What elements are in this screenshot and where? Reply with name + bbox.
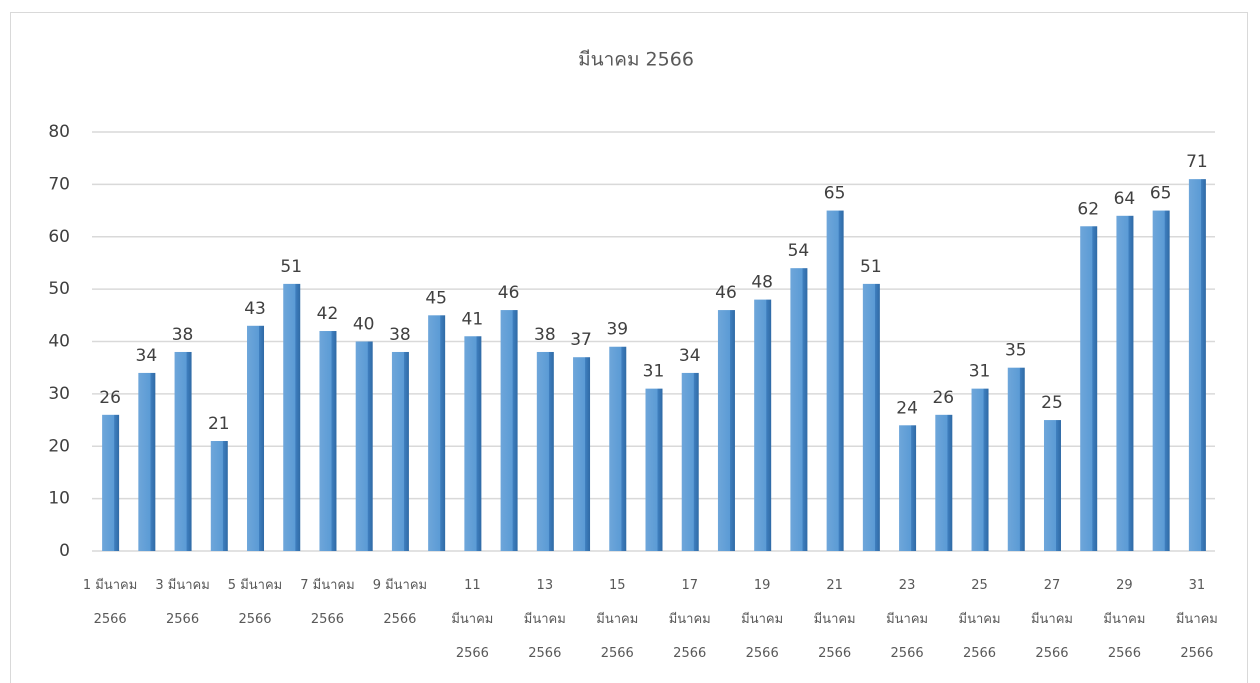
value-label: 54 xyxy=(788,241,810,261)
bar xyxy=(971,388,989,551)
x-tick-label: 31 มีนาคม 2566 xyxy=(1176,578,1218,661)
bar xyxy=(174,351,192,551)
value-label: 42 xyxy=(317,304,339,324)
bar xyxy=(717,310,735,551)
bar xyxy=(935,414,953,551)
x-tick-label: 25 มีนาคม 2566 xyxy=(959,578,1001,661)
bar xyxy=(355,341,373,551)
y-tick-label: 60 xyxy=(48,227,70,247)
y-tick-label: 70 xyxy=(48,174,70,194)
y-tick-label: 80 xyxy=(48,122,70,142)
bar xyxy=(862,283,880,551)
chart-title: มีนาคม 2566 xyxy=(578,49,694,71)
bar xyxy=(1152,210,1170,551)
value-label: 65 xyxy=(824,184,846,204)
bar xyxy=(609,346,627,551)
value-label: 24 xyxy=(896,398,918,418)
x-tick-label: 15 มีนาคม 2566 xyxy=(596,578,638,661)
bar xyxy=(1007,367,1025,551)
bar xyxy=(1188,179,1206,551)
bar xyxy=(138,372,156,551)
y-tick-label: 50 xyxy=(48,279,70,299)
x-tick-label: 17 มีนาคม 2566 xyxy=(669,578,711,661)
value-label: 43 xyxy=(244,299,266,319)
bar xyxy=(1116,215,1134,552)
bar xyxy=(283,283,301,551)
value-label: 35 xyxy=(1005,341,1027,361)
value-label: 45 xyxy=(425,288,447,308)
value-label: 71 xyxy=(1186,152,1208,172)
value-label: 31 xyxy=(969,362,991,382)
y-tick-label: 20 xyxy=(48,436,70,456)
value-label: 21 xyxy=(208,414,230,434)
x-tick-label: 19 มีนาคม 2566 xyxy=(741,578,783,661)
bar xyxy=(573,357,591,551)
y-tick-label: 10 xyxy=(48,489,70,509)
x-tick-label: 27 มีนาคม 2566 xyxy=(1031,578,1073,661)
x-tick-label: 11 มีนาคม 2566 xyxy=(451,578,493,661)
bar xyxy=(210,441,228,551)
value-label: 48 xyxy=(751,273,773,293)
bar xyxy=(102,414,120,551)
bar xyxy=(899,425,917,551)
bar xyxy=(790,268,808,551)
value-label: 34 xyxy=(136,346,158,366)
value-label: 62 xyxy=(1077,199,1099,219)
x-tick-label: 21 มีนาคม 2566 xyxy=(814,578,856,661)
value-label: 65 xyxy=(1150,184,1172,204)
value-label: 51 xyxy=(860,257,882,277)
value-label: 34 xyxy=(679,346,701,366)
value-label: 25 xyxy=(1041,393,1063,413)
bar xyxy=(319,331,337,551)
value-label: 51 xyxy=(280,257,302,277)
value-label: 38 xyxy=(172,325,194,345)
value-label: 46 xyxy=(498,283,520,303)
bar xyxy=(1043,420,1061,551)
value-label: 40 xyxy=(353,315,375,335)
bar xyxy=(247,325,265,551)
bar xyxy=(536,351,554,551)
value-label: 31 xyxy=(643,362,665,382)
x-tick-label: 9 มีนาคม 2566 xyxy=(373,577,427,627)
value-label: 39 xyxy=(606,320,628,340)
bar xyxy=(500,310,518,551)
value-label: 26 xyxy=(99,388,121,408)
bar xyxy=(681,372,699,551)
y-tick-label: 40 xyxy=(48,332,70,352)
bar xyxy=(645,388,663,551)
x-tick-label: 3 มีนาคม 2566 xyxy=(155,577,209,627)
x-tick-label: 5 มีนาคม 2566 xyxy=(228,577,282,627)
value-label: 26 xyxy=(932,388,954,408)
value-label: 46 xyxy=(715,283,737,303)
bar xyxy=(391,351,409,551)
value-label: 37 xyxy=(570,330,592,350)
x-tick-label: 1 มีนาคม 2566 xyxy=(83,577,137,627)
bar xyxy=(464,336,482,551)
bar xyxy=(754,299,772,551)
x-tick-label: 13 มีนาคม 2566 xyxy=(524,578,566,661)
value-label: 38 xyxy=(534,325,556,345)
bar xyxy=(826,210,844,551)
x-tick-label: 23 มีนาคม 2566 xyxy=(886,578,928,661)
bar xyxy=(428,315,446,551)
bar xyxy=(1080,226,1098,551)
y-tick-label: 0 xyxy=(59,541,70,561)
chart-frame xyxy=(10,12,1248,683)
value-label: 38 xyxy=(389,325,411,345)
y-tick-label: 30 xyxy=(48,384,70,404)
value-label: 64 xyxy=(1114,189,1136,209)
value-label: 41 xyxy=(462,309,484,329)
x-tick-label: 7 มีนาคม 2566 xyxy=(300,577,354,627)
x-tick-label: 29 มีนาคม 2566 xyxy=(1103,578,1145,661)
